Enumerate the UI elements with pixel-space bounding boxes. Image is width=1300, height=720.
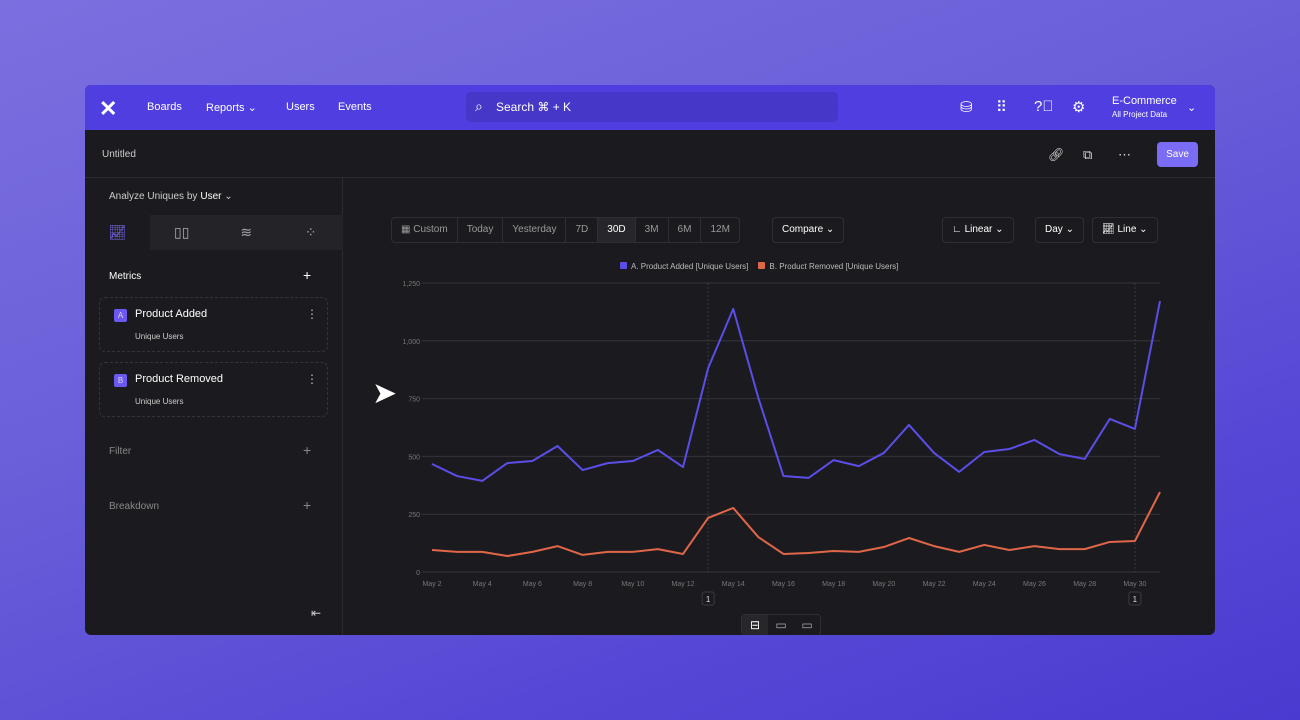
- chart-only-icon[interactable]: ▭: [775, 618, 787, 632]
- more-vertical-icon[interactable]: ⋮: [306, 372, 318, 386]
- table-only-icon[interactable]: ▭: [801, 618, 813, 632]
- report-header: Untitled 🔗︎ ⧉ ⋯ Save: [85, 130, 1215, 178]
- project-name: E-Commerce: [1112, 95, 1177, 107]
- metric-measure[interactable]: Unique Users: [135, 332, 184, 341]
- analyze-value: User: [200, 191, 222, 202]
- top-nav: ✕ Boards Reports ⌄ Users Events ⌕ Search …: [85, 85, 1215, 130]
- duplicate-icon[interactable]: ⧉: [1083, 147, 1093, 162]
- metric-card[interactable]: B Product Removed Unique Users ⋮: [99, 362, 328, 417]
- tab-insights-icon[interactable]: 📈︎: [85, 215, 150, 250]
- tab-funnels-icon[interactable]: ▯▯: [149, 215, 214, 250]
- metric-name: Product Removed: [135, 373, 224, 385]
- range-6m[interactable]: 6M: [669, 218, 702, 242]
- add-breakdown-icon[interactable]: +: [303, 497, 312, 513]
- custom-range-button[interactable]: ▦ Custom: [392, 218, 458, 242]
- view-tabs: 📈︎ ▯▯ ≋ ⁘: [85, 215, 343, 250]
- search-icon: ⌕: [475, 98, 483, 114]
- analyze-by[interactable]: Analyze Uniques by User ⌄: [109, 191, 233, 202]
- save-button[interactable]: Save: [1157, 142, 1198, 167]
- nav-users[interactable]: Users: [286, 101, 315, 113]
- range-30d[interactable]: 30D: [598, 218, 636, 242]
- add-metric-icon[interactable]: +: [303, 267, 312, 283]
- metrics-label: Metrics: [109, 271, 142, 282]
- breakdown-label: Breakdown: [109, 501, 160, 512]
- metric-card[interactable]: A Product Added Unique Users ⋮: [99, 297, 328, 352]
- split-view-icon[interactable]: ⊟: [742, 615, 768, 635]
- gear-icon[interactable]: ⚙: [1072, 99, 1086, 116]
- help-icon[interactable]: ?⃝: [1034, 98, 1054, 115]
- chevron-down-icon: ⌄: [247, 102, 257, 114]
- mouse-cursor-icon: ➤: [372, 377, 398, 410]
- apps-grid-icon[interactable]: ⠿: [996, 99, 1007, 116]
- app-window: ✕ Boards Reports ⌄ Users Events ⌕ Search …: [85, 85, 1215, 635]
- interval-label: Day: [1045, 224, 1063, 235]
- legend-item-a[interactable]: A. Product Added [Unique Users]: [620, 262, 748, 271]
- legend-swatch: [758, 262, 766, 269]
- custom-label: Custom: [413, 224, 448, 235]
- range-today[interactable]: Today: [458, 218, 504, 242]
- range-7d[interactable]: 7D: [566, 218, 599, 242]
- more-icon[interactable]: ⋯: [1118, 147, 1131, 162]
- axis-icon: ∟: [952, 224, 962, 235]
- compare-label: Compare: [782, 224, 824, 235]
- search-input[interactable]: ⌕ Search ⌘ + K: [466, 92, 838, 122]
- link-icon[interactable]: 🔗︎: [1048, 147, 1065, 162]
- sidebar: Analyze Uniques by User ⌄ 📈︎ ▯▯ ≋ ⁘ Metri…: [85, 178, 343, 635]
- range-yesterday[interactable]: Yesterday: [503, 218, 567, 242]
- analyze-label: Analyze Uniques by: [109, 191, 198, 202]
- tab-flows-icon[interactable]: ≋: [214, 215, 279, 250]
- legend-swatch: [620, 262, 627, 269]
- nav-reports[interactable]: Reports ⌄: [206, 101, 257, 114]
- database-icon[interactable]: ⛁: [960, 99, 973, 116]
- chart-type-label: Line: [1117, 224, 1137, 235]
- project-selector[interactable]: E-Commerce All Project Data: [1112, 95, 1177, 119]
- interval-dropdown[interactable]: Day ⌄: [1035, 217, 1084, 243]
- scale-dropdown[interactable]: ∟ Linear ⌄: [942, 217, 1014, 243]
- project-sub: All Project Data: [1112, 110, 1168, 119]
- logo-icon[interactable]: ✕: [99, 96, 118, 121]
- add-filter-icon[interactable]: +: [303, 442, 312, 458]
- metric-badge: A: [114, 309, 127, 322]
- nav-reports-label: Reports: [206, 102, 245, 114]
- metric-name: Product Added: [135, 308, 208, 320]
- collapse-sidebar-icon[interactable]: ⇤: [311, 606, 322, 620]
- legend-label: A. Product Added [Unique Users]: [631, 262, 749, 271]
- metric-badge: B: [114, 374, 127, 387]
- search-placeholder: Search ⌘ + K: [496, 100, 572, 114]
- scale-label: Linear: [964, 224, 993, 235]
- legend-item-b[interactable]: B. Product Removed [Unique Users]: [758, 262, 898, 271]
- chart-type-dropdown[interactable]: 📈︎ Line ⌄: [1092, 217, 1158, 243]
- filter-label: Filter: [109, 446, 132, 457]
- calendar-icon: ▦: [401, 224, 411, 235]
- metric-measure[interactable]: Unique Users: [135, 397, 184, 406]
- report-title[interactable]: Untitled: [102, 149, 136, 160]
- chevron-down-icon[interactable]: ⌄: [1187, 102, 1197, 114]
- range-12m[interactable]: 12M: [710, 224, 730, 235]
- layout-toggle: ⊟ ▭ ▭: [741, 614, 821, 635]
- line-chart-icon: 📈︎: [1102, 224, 1115, 235]
- date-range-selector: ▦ Custom Today Yesterday 7D 30D 3M 6M 12…: [391, 217, 740, 243]
- range-3m[interactable]: 3M: [636, 218, 669, 242]
- nav-events[interactable]: Events: [338, 101, 372, 113]
- legend-label: B. Product Removed [Unique Users]: [769, 262, 899, 271]
- tab-retention-icon[interactable]: ⁘: [278, 215, 343, 250]
- compare-dropdown[interactable]: Compare ⌄: [772, 217, 845, 243]
- more-vertical-icon[interactable]: ⋮: [306, 307, 318, 321]
- nav-boards[interactable]: Boards: [147, 101, 182, 113]
- chart-legend: A. Product Added [Unique Users] B. Produ…: [620, 262, 898, 271]
